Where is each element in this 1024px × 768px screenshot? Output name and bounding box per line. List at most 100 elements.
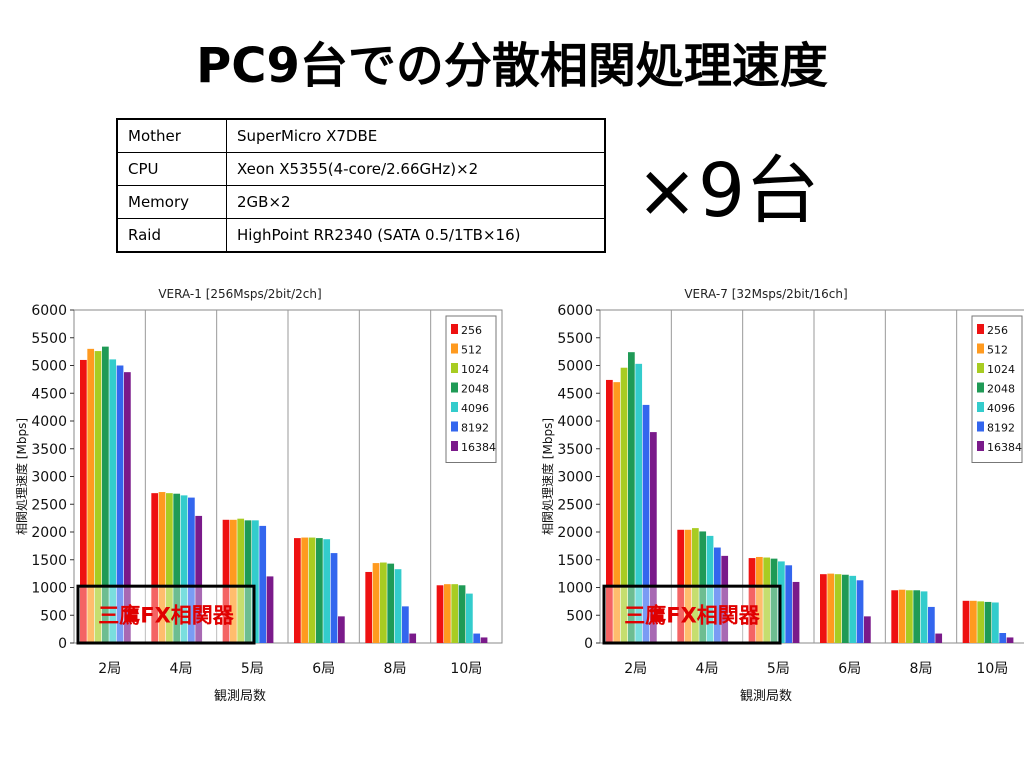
- legend-label: 2048: [461, 383, 489, 396]
- y-tick-label: 2000: [31, 525, 67, 541]
- x-tick-label: 10局: [976, 661, 1008, 677]
- legend-label: 4096: [987, 402, 1015, 415]
- bar: [402, 606, 409, 643]
- bar: [380, 562, 387, 643]
- reference-box: 三鷹FX相関器: [602, 584, 782, 645]
- legend-swatch: [977, 343, 984, 354]
- bar: [338, 616, 345, 643]
- bar: [642, 404, 650, 643]
- bar: [785, 565, 793, 643]
- legend-swatch: [451, 363, 458, 373]
- bar: [992, 602, 999, 643]
- bar: [301, 537, 309, 643]
- reference-box-frame: [602, 584, 782, 645]
- chart-svg: VERA-1 [256Msps/2bit/2ch] 0 500 1000 1500 200…: [14, 287, 503, 704]
- bar: [913, 590, 921, 643]
- chart-title: VERA-7 [32Msps/2bit/16ch]: [684, 287, 847, 301]
- bar: [451, 584, 459, 643]
- spec-key: Mother: [116, 118, 227, 153]
- bar: [635, 363, 643, 643]
- machine-count-label: ×9台: [636, 148, 820, 234]
- y-tick-label: 500: [40, 608, 67, 624]
- legend-swatch: [977, 421, 984, 432]
- reference-box-frame: [76, 584, 256, 645]
- legend-swatch: [451, 324, 458, 334]
- spec-row: Mother SuperMicro X7DBE: [116, 118, 606, 153]
- spec-row: CPU Xeon X5355(4-core/2.66GHz)×2: [116, 152, 606, 186]
- bar: [87, 348, 95, 643]
- spec-value: 2GB×2: [226, 185, 606, 219]
- reference-box: 三鷹FX相関器: [76, 584, 256, 645]
- bar: [606, 379, 613, 643]
- spec-key: Memory: [116, 185, 227, 219]
- bar: [864, 616, 871, 643]
- bar: [473, 633, 481, 643]
- bar: [222, 519, 230, 643]
- legend-label: 2048: [987, 383, 1015, 396]
- bar: [436, 585, 444, 643]
- x-tick-label: 6局: [838, 661, 861, 677]
- legend-label: 8192: [461, 422, 489, 435]
- bar: [94, 351, 102, 643]
- x-axis-label: 観測局数: [214, 689, 266, 704]
- bar: [244, 520, 252, 643]
- chart-vera1: VERA-1 [256Msps/2bit/2ch] 0 500 1000 1500 200…: [12, 282, 512, 712]
- y-tick-label: 2000: [557, 525, 593, 541]
- y-tick-label: 3500: [31, 442, 67, 458]
- y-tick-label: 4500: [557, 386, 593, 402]
- x-tick-label: 4局: [170, 661, 193, 677]
- spec-row: Raid HighPoint RR2340 (SATA 0.5/1TB×16): [116, 218, 606, 253]
- bar: [834, 574, 842, 643]
- bar: [827, 573, 835, 643]
- bar: [394, 569, 402, 643]
- bar: [102, 346, 109, 643]
- spec-row: Memory 2GB×2: [116, 185, 606, 219]
- legend-swatch: [451, 441, 458, 451]
- x-tick-label: 8局: [384, 661, 407, 677]
- bar: [237, 518, 245, 643]
- bar: [80, 359, 87, 643]
- bar: [259, 525, 267, 643]
- y-tick-label: 5500: [31, 331, 67, 347]
- bar: [266, 576, 274, 643]
- bar: [387, 563, 395, 643]
- legend-label: 4096: [461, 402, 489, 415]
- bar: [158, 492, 166, 643]
- legend-label: 16384: [461, 441, 496, 454]
- y-tick-label: 4000: [557, 414, 593, 430]
- bar: [466, 593, 473, 643]
- y-tick-label: 500: [566, 608, 593, 624]
- bar: [372, 563, 380, 643]
- legend-label: 256: [461, 324, 482, 337]
- bar: [714, 547, 721, 643]
- bar: [928, 606, 935, 643]
- spec-table: Mother SuperMicro X7DBE CPU Xeon X5355(4…: [116, 118, 606, 253]
- bar: [962, 600, 970, 643]
- y-tick-label: 5000: [31, 359, 67, 375]
- bar: [628, 352, 635, 643]
- y-tick-label: 1500: [557, 553, 593, 569]
- x-tick-label: 2局: [624, 661, 647, 677]
- spec-value: HighPoint RR2340 (SATA 0.5/1TB×16): [226, 218, 606, 253]
- spec-value: SuperMicro X7DBE: [226, 118, 606, 153]
- y-tick-label: 1000: [557, 581, 593, 597]
- bar: [613, 382, 621, 643]
- spec-key: Raid: [116, 218, 227, 253]
- y-tick-label: 5000: [557, 359, 593, 375]
- bar: [308, 537, 316, 643]
- x-tick-label: 8局: [910, 661, 933, 677]
- spec-value: Xeon X5355(4-core/2.66GHz)×2: [226, 152, 606, 186]
- y-tick-label: 1000: [31, 581, 67, 597]
- bar: [721, 555, 729, 643]
- bar: [294, 538, 301, 643]
- bar: [842, 574, 849, 643]
- bar: [180, 495, 188, 643]
- bar: [330, 553, 338, 643]
- legend-label: 1024: [987, 363, 1015, 376]
- y-tick-label: 4500: [31, 386, 67, 402]
- bar: [230, 519, 237, 643]
- bar: [849, 575, 857, 643]
- y-tick-label: 0: [584, 636, 593, 652]
- bar: [116, 365, 124, 643]
- bar: [898, 589, 906, 643]
